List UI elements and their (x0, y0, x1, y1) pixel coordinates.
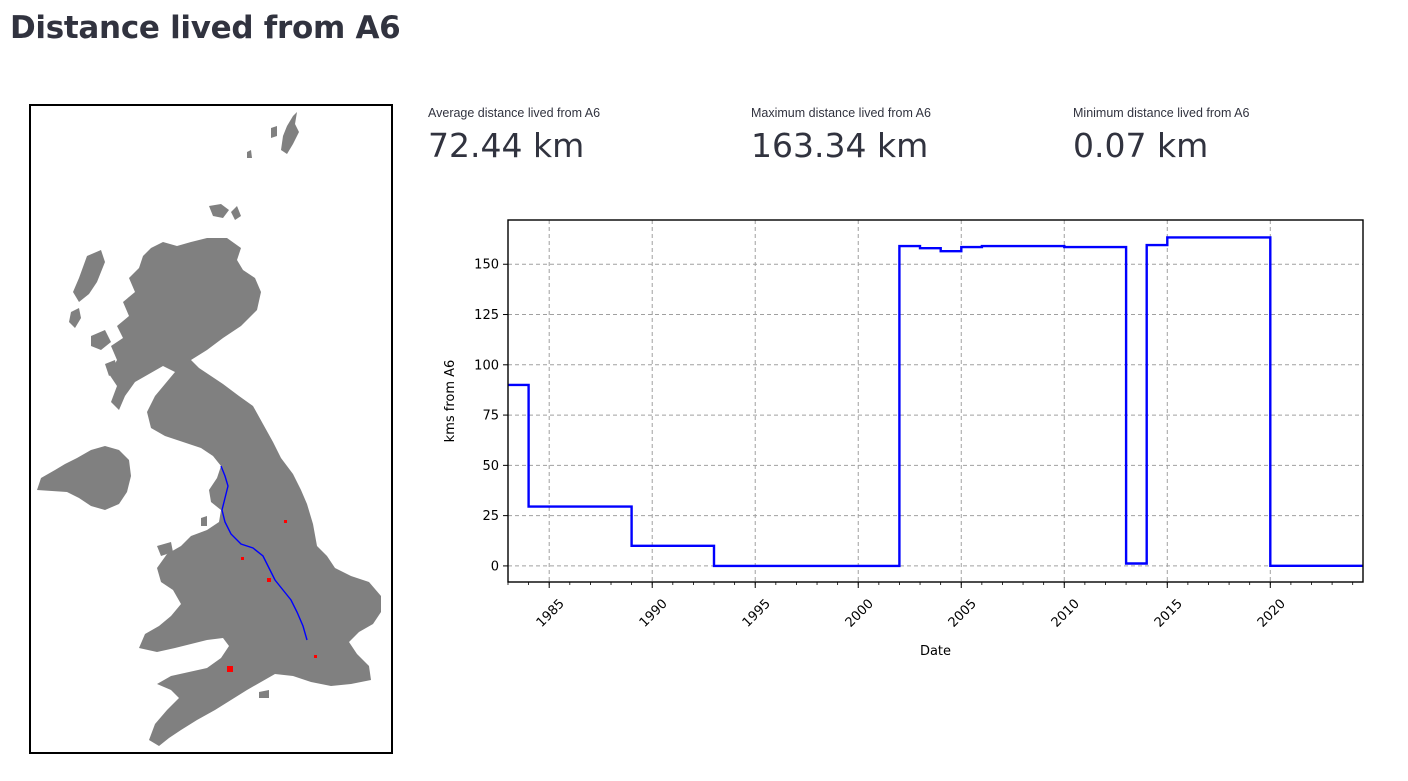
chart-y-tick-label: 125 (474, 308, 499, 323)
metric-average-label: Average distance lived from A6 (428, 106, 601, 120)
chart-x-tick-label: 1985 (534, 597, 568, 631)
chart-frame (507, 219, 1364, 583)
distance-chart: 0 25 50 75 100 125 150 1985 1990 1995 2000 2005 201… (430, 210, 1380, 670)
map-land-hebrides (69, 250, 117, 376)
map-marker (241, 557, 244, 560)
metric-minimum: Minimum distance lived from A6 0.07 km (1073, 104, 1249, 165)
chart-y-ticks: 0 25 50 75 100 125 150 (474, 258, 508, 574)
chart-y-label: kms from A6 (443, 360, 458, 443)
metric-minimum-value: 0.07 km (1073, 126, 1209, 165)
chart-y-tick-label: 50 (482, 459, 499, 474)
metric-maximum: Maximum distance lived from A6 163.34 km (751, 104, 931, 165)
chart-y-tick-label: 25 (482, 509, 499, 524)
distance-chart-svg: 0 25 50 75 100 125 150 1985 1990 1995 2000 2005 201… (443, 219, 1364, 659)
chart-x-tick-label: 2005 (946, 597, 980, 631)
chart-series-line (508, 236, 1363, 568)
map-land-shetland-small (247, 126, 277, 158)
chart-y-tick-label: 100 (474, 358, 499, 373)
map-land-great-britain (109, 238, 381, 746)
chart-x-tick-label: 2015 (1152, 597, 1186, 631)
chart-y-tick-label: 75 (482, 409, 499, 424)
chart-x-tick-label: 1995 (740, 597, 774, 631)
map-marker (284, 520, 287, 523)
chart-y-tick-label: 0 (491, 559, 499, 574)
chart-grid (508, 220, 1363, 582)
chart-x-label: Date (920, 644, 951, 659)
metric-average-value: 72.44 km (428, 126, 585, 165)
map-marker (227, 666, 233, 672)
chart-x-ticks: 1985 1990 1995 2000 2005 2010 2015 2020 (507, 582, 1354, 631)
map-land-shetland (281, 112, 299, 154)
map-land-ireland (37, 446, 131, 510)
uk-map-canvas (37, 112, 381, 746)
metric-maximum-value: 163.34 km (751, 126, 929, 165)
page-title: Distance lived from A6 (10, 10, 401, 46)
map-a6-route (220, 465, 308, 641)
uk-map (29, 104, 393, 754)
metric-maximum-label: Maximum distance lived from A6 (751, 106, 931, 120)
map-land-orkney (209, 204, 241, 220)
chart-x-tick-label: 2010 (1049, 597, 1083, 631)
chart-x-tick-label: 1990 (637, 597, 671, 631)
chart-x-tick-label: 2020 (1255, 597, 1289, 631)
chart-x-tick-label: 2000 (843, 597, 877, 631)
metric-minimum-label: Minimum distance lived from A6 (1073, 106, 1250, 120)
chart-y-tick-label: 150 (474, 258, 499, 273)
metric-average: Average distance lived from A6 72.44 km (428, 104, 600, 165)
map-residence-markers (227, 520, 317, 672)
map-marker (314, 655, 317, 658)
map-marker (267, 578, 271, 582)
